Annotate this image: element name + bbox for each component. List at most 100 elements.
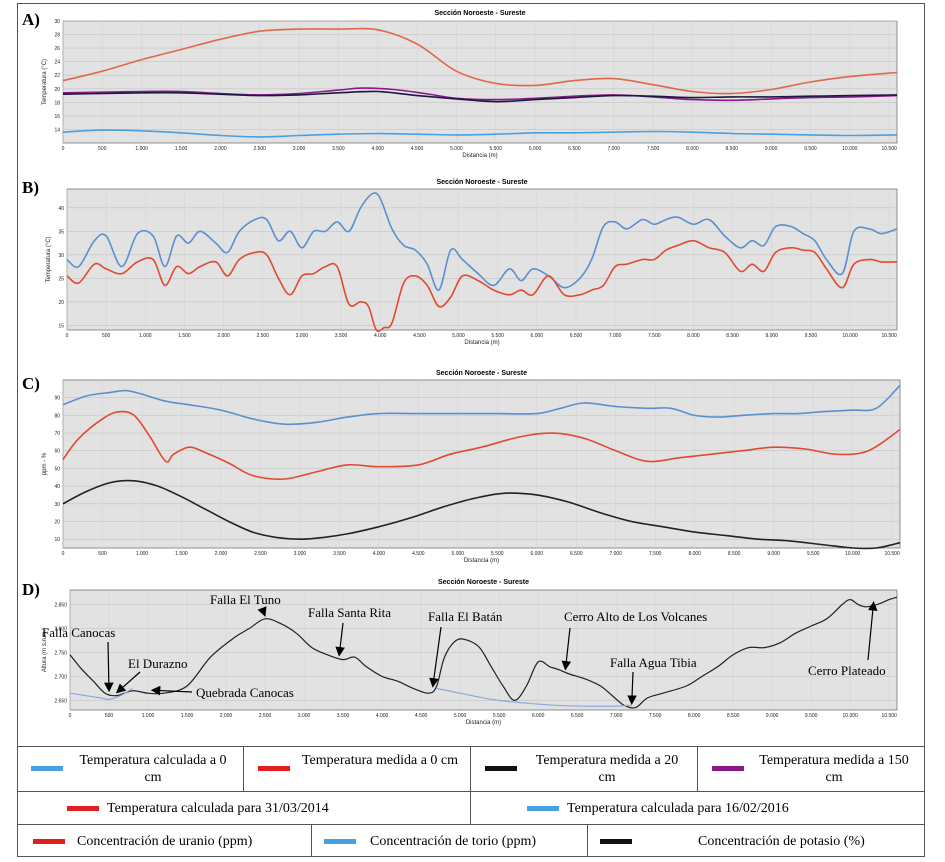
y-tick-label: 40: [54, 484, 60, 490]
y-tick-label: 30: [54, 502, 60, 508]
x-tick-label: 500: [105, 713, 114, 719]
legend-item: Temperatura calculada para 31/03/2014: [17, 792, 471, 824]
chart-panel-3: 2.650 2.700 2.750 2.800 2.850 0 500 1.000 1.500 2…: [42, 579, 898, 726]
x-tick-label: 8.000: [687, 333, 700, 339]
x-tick-label: 7.500: [649, 551, 662, 557]
annotation-arrow: [335, 622, 345, 657]
y-axis-label: Altura (m s.n.m.): [42, 628, 48, 672]
legend-label: Temperatura calculada a 0 cm: [79, 753, 227, 785]
x-tick-label: 1.500: [175, 146, 188, 152]
y-tick-label: 2.650: [54, 698, 67, 704]
x-tick-label: 6.000: [532, 713, 545, 719]
legend-row-1: Temperatura calculada a 0 cm Temperatura…: [17, 746, 925, 791]
annotation-label: Falla El Tuno: [210, 592, 281, 607]
x-tick-label: 7.000: [609, 333, 622, 339]
x-tick-label: 10.000: [845, 551, 861, 557]
x-tick-label: 4.500: [415, 713, 428, 719]
y-tick-label: 18: [54, 100, 60, 106]
x-tick-label: 6.500: [568, 146, 581, 152]
legend-swatch: [67, 806, 99, 811]
x-tick-label: 6.000: [531, 333, 544, 339]
annotation-arrow: [150, 685, 193, 696]
x-tick-label: 8.000: [686, 146, 699, 152]
series-line-1: [69, 687, 133, 701]
x-tick-label: 2.500: [253, 146, 266, 152]
x-tick-label: 9.000: [766, 713, 779, 719]
legend-swatch: [600, 839, 632, 844]
legend-item: Temperatura medida a 20 cm: [471, 747, 698, 791]
chart-title: Sección Noroeste - Sureste: [436, 370, 527, 377]
legend-item: Temperatura calculada a 0 cm: [17, 747, 244, 791]
x-tick-label: 10.000: [842, 333, 858, 339]
x-tick-label: 0: [69, 713, 72, 719]
panel-letter-b: B): [22, 178, 39, 197]
y-axis-label: Temperatura (°C): [42, 59, 48, 105]
x-tick-label: 1.000: [136, 551, 149, 557]
y-tick-label: 2.700: [54, 674, 67, 680]
y-tick-label: 30: [58, 253, 64, 259]
x-tick-label: 6.000: [531, 551, 544, 557]
annotation-label: Falla Santa Rita: [308, 605, 391, 620]
x-tick-label: 10.000: [843, 713, 859, 719]
x-tick-label: 1.000: [142, 713, 155, 719]
x-tick-label: 4.000: [374, 333, 387, 339]
x-tick-label: 6.500: [570, 333, 583, 339]
x-tick-label: 5.000: [452, 333, 465, 339]
legend-item: Temperatura medida a 150 cm: [698, 747, 925, 791]
panel-letter-d: D): [22, 580, 40, 599]
legend-label: Concentración de potasio (%): [698, 834, 865, 849]
y-tick-label: 60: [54, 449, 60, 455]
y-tick-label: 2.850: [54, 602, 67, 608]
x-tick-label: 7.500: [649, 713, 662, 719]
x-tick-label: 4.500: [412, 551, 425, 557]
legend-label: Temperatura medida a 150 cm: [759, 753, 909, 785]
series-line-2: [62, 90, 898, 103]
series-line-0: [62, 27, 898, 95]
legend-item: Temperatura calculada para 16/02/2016: [471, 792, 925, 824]
x-tick-label: 2.500: [256, 333, 269, 339]
y-axis-label: ppm - %: [42, 452, 48, 475]
legend-swatch: [31, 766, 63, 771]
annotation-label: Falla Canocas: [42, 625, 115, 640]
x-tick-label: 9.000: [765, 333, 778, 339]
x-tick-label: 7.500: [647, 146, 660, 152]
x-tick-label: 8.500: [726, 333, 739, 339]
x-tick-label: 6.500: [571, 713, 584, 719]
x-axis-label: Distancia (m): [464, 558, 499, 564]
x-tick-label: 10.000: [842, 146, 858, 152]
x-tick-label: 10.500: [882, 713, 898, 719]
y-tick-label: 70: [54, 431, 60, 437]
annotation-arrow: [627, 671, 637, 705]
legend-item: Concentración de potasio (%): [588, 825, 925, 857]
x-tick-label: 2.500: [259, 713, 272, 719]
x-tick-label: 7.500: [648, 333, 661, 339]
y-tick-label: 90: [54, 396, 60, 402]
x-tick-label: 3.000: [298, 713, 311, 719]
x-tick-label: 1.500: [178, 333, 191, 339]
y-tick-label: 24: [54, 60, 60, 66]
annotation-arrow: [429, 626, 442, 688]
series-line-3: [62, 129, 898, 138]
x-tick-label: 3.500: [337, 713, 350, 719]
y-tick-label: 30: [54, 19, 60, 25]
x-tick-label: 0: [62, 551, 65, 557]
y-tick-label: 2.800: [54, 626, 67, 632]
y-tick-label: 14: [54, 127, 60, 133]
legend-label: Concentración de torio (ppm): [370, 834, 537, 849]
panel-letter-a: A): [22, 10, 40, 29]
x-tick-label: 4.000: [373, 551, 386, 557]
chart-title: Sección Noroeste - Sureste: [436, 179, 527, 186]
y-tick-label: 25: [58, 276, 64, 282]
x-axis-label: Distancia (m): [466, 720, 501, 726]
x-tick-label: 10.500: [881, 146, 897, 152]
y-tick-label: 26: [54, 46, 60, 52]
plot-area: [66, 188, 898, 331]
legend-label: Temperatura calculada para 16/02/2016: [567, 801, 789, 816]
legend-swatch: [485, 766, 517, 771]
y-tick-label: 16: [54, 114, 60, 120]
x-tick-label: 1.500: [181, 713, 194, 719]
x-tick-label: 9.500: [805, 713, 818, 719]
legend-label: Temperatura medida a 0 cm: [301, 753, 459, 768]
chart-panel-1: 15 20 25 30 35 40 0 500 1.000 1.500 2.000 2.500 3.00…: [46, 179, 898, 346]
x-tick-label: 6.000: [529, 146, 542, 152]
